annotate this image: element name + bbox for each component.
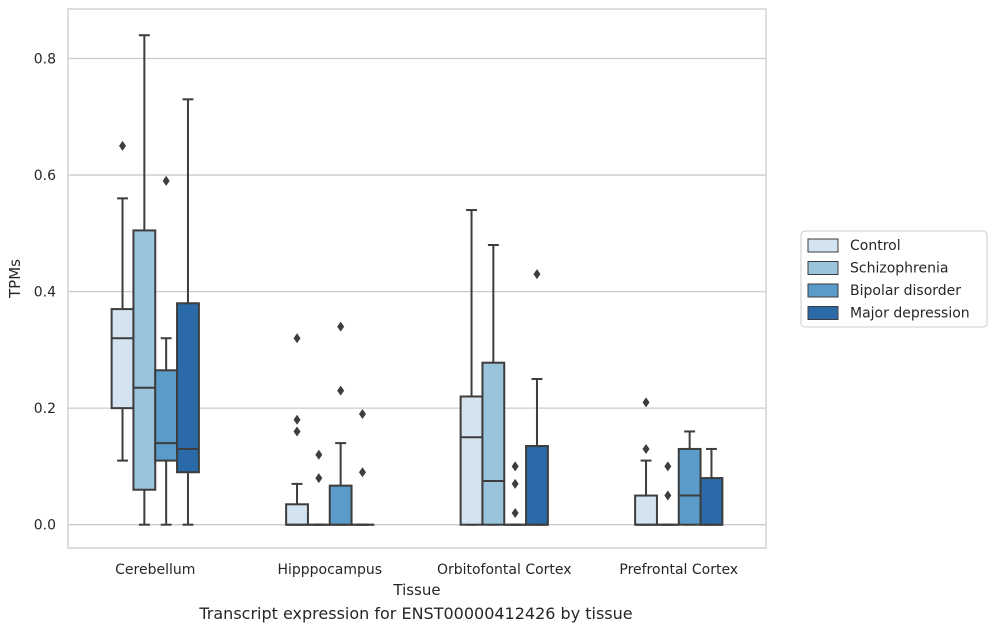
outlier-point — [664, 490, 672, 501]
box-0-1 — [132, 34, 157, 526]
box-2-1 — [481, 243, 506, 526]
legend-label: Bipolar disorder — [850, 283, 961, 299]
box-rect — [699, 477, 724, 526]
x-tick-label: Cerebellum — [115, 562, 195, 578]
legend-frame — [800, 230, 988, 328]
box-2-3 — [525, 269, 549, 526]
outlier-point — [511, 478, 519, 489]
outlier-point — [664, 461, 672, 472]
outlier-point — [119, 140, 127, 151]
legend-label: Major depression — [850, 306, 970, 322]
box-1-2 — [328, 321, 353, 526]
box-rect — [132, 229, 157, 491]
outlier-point — [358, 467, 366, 478]
box-rect — [285, 503, 309, 526]
box-0-3 — [176, 98, 200, 526]
box-rect — [481, 361, 506, 526]
box-0-2 — [154, 175, 179, 526]
box-1-0 — [285, 333, 309, 526]
box-rect — [328, 484, 353, 526]
box-1-3 — [350, 408, 375, 526]
figure-caption: Transcript expression for ENST0000041242… — [199, 604, 633, 623]
x-tick-label: Hipppocampus — [277, 562, 382, 578]
outlier-point — [533, 269, 541, 280]
box-3-2 — [677, 430, 702, 526]
box-rect — [525, 445, 549, 526]
plot-area — [67, 8, 767, 549]
x-tick-label: Orbitofontal Cortex — [437, 562, 572, 578]
box-rect — [677, 447, 702, 526]
y-tick-labels: 0.0 0.2 0.4 0.6 0.8 — [34, 52, 56, 534]
box-0-0 — [110, 140, 135, 462]
legend: Control Schizophrenia Bipolar disorder Majo… — [800, 230, 988, 328]
outlier-point — [162, 175, 170, 186]
legend-swatch — [807, 306, 839, 320]
outlier-point — [293, 414, 301, 425]
legend-swatch — [807, 238, 839, 253]
outlier-point — [315, 473, 323, 484]
legend-swatch — [807, 261, 839, 275]
outlier-point — [293, 426, 301, 437]
box-3-1 — [655, 461, 680, 526]
legend-label: Control — [850, 238, 901, 254]
box-rect — [110, 308, 135, 410]
outlier-point — [358, 408, 366, 419]
box-rect — [176, 302, 200, 474]
y-tick-label: 0.2 — [34, 401, 56, 417]
outlier-point — [337, 385, 345, 396]
box-rect — [459, 395, 484, 526]
box-3-0 — [634, 397, 658, 526]
legend-label: Schizophrenia — [850, 261, 948, 277]
outlier-point — [315, 449, 323, 460]
y-tick-label: 0.8 — [34, 52, 56, 68]
box-rect — [634, 494, 658, 526]
y-tick-label: 0.4 — [34, 285, 56, 301]
legend-swatch — [807, 283, 839, 298]
box-rect — [154, 369, 179, 462]
box-3-3 — [699, 447, 724, 526]
outlier-point — [511, 508, 519, 519]
box-2-2 — [503, 461, 528, 526]
outlier-point — [337, 321, 345, 332]
box-2-0 — [459, 209, 484, 526]
outlier-point — [642, 397, 650, 408]
y-tick-label: 0.0 — [34, 518, 56, 534]
x-axis-label: Tissue — [392, 581, 440, 599]
outlier-point — [511, 461, 519, 472]
outlier-point — [642, 443, 650, 454]
y-axis-label: TPMs — [6, 259, 24, 299]
outlier-point — [293, 333, 301, 344]
x-tick-labels: Cerebellum Hipppocampus Orbitofontal Corte… — [115, 562, 738, 578]
boxes — [110, 34, 724, 526]
y-tick-label: 0.6 — [34, 168, 56, 184]
x-tick-label: Prefrontal Cortex — [619, 562, 738, 578]
box-1-1 — [306, 449, 331, 526]
